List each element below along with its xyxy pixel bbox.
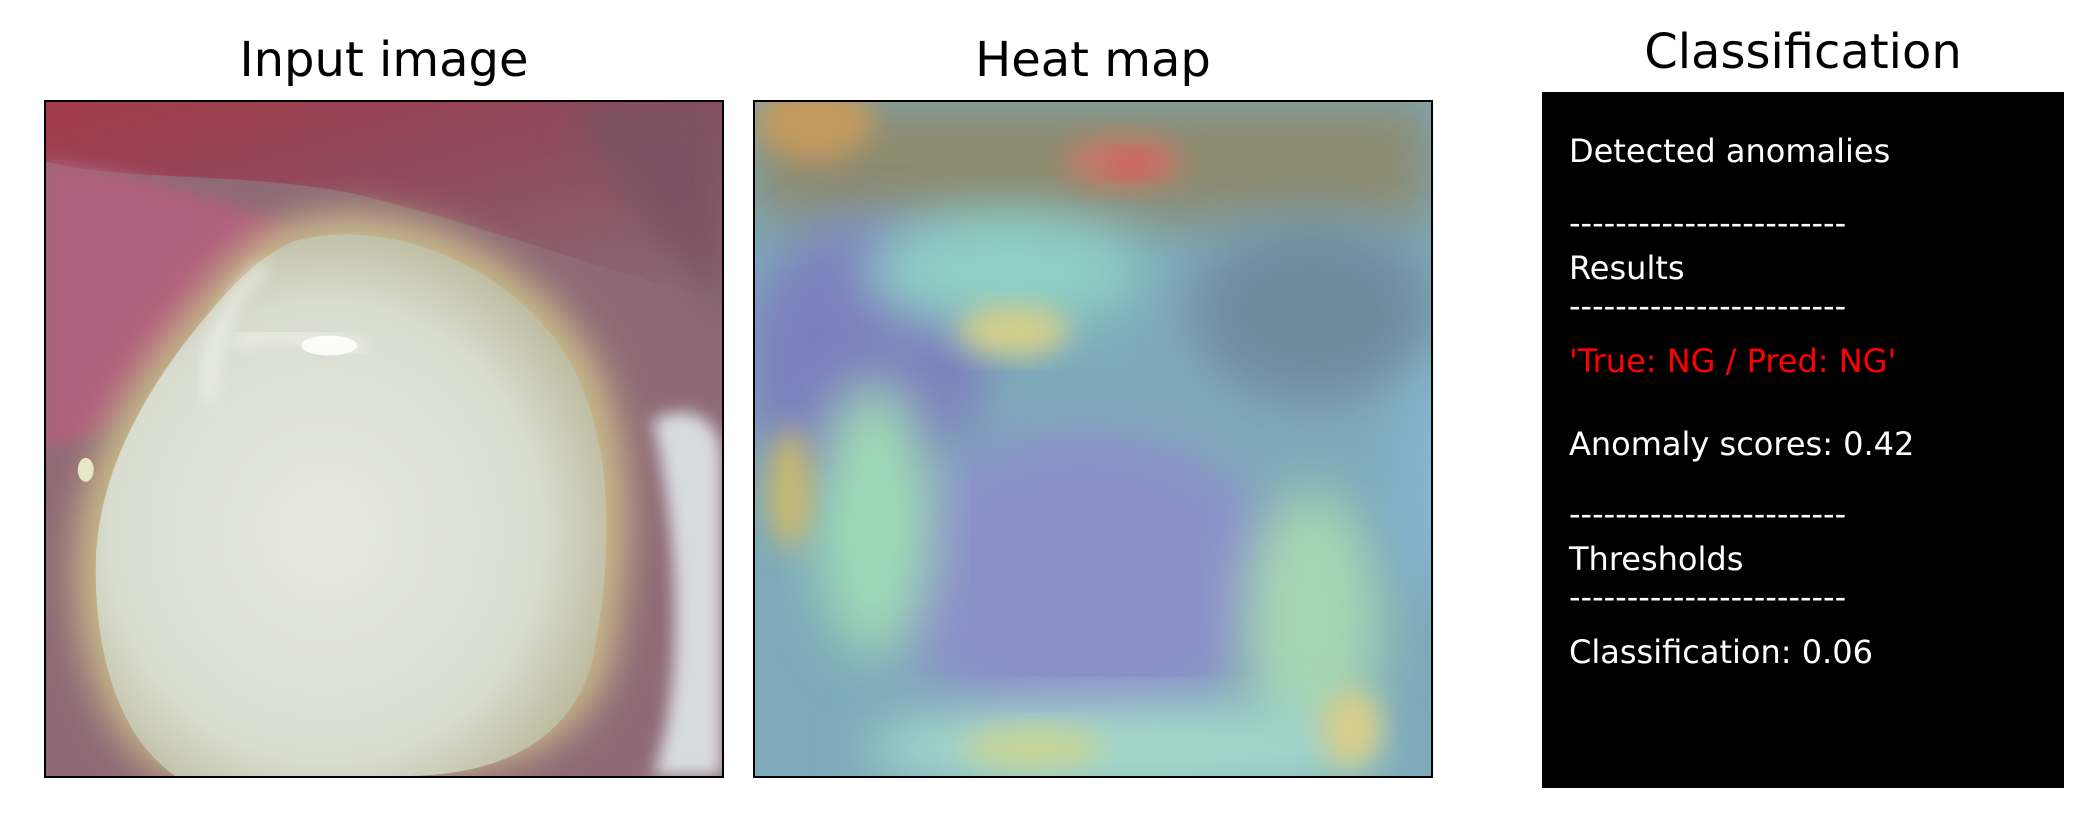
thresholds-header: Thresholds — [1569, 540, 1744, 578]
results-header: Results — [1569, 249, 1685, 287]
heat-map-image — [753, 100, 1433, 778]
classification-panel: Detected anomalies ---------------------… — [1542, 92, 2064, 788]
separator: ------------------------ — [1569, 578, 1847, 616]
input-image-title: Input image — [239, 32, 529, 88]
separator: ------------------------ — [1569, 287, 1847, 325]
heat-map-title: Heat map — [975, 32, 1211, 88]
classification-threshold: Classification: 0.06 — [1569, 633, 1873, 671]
separator: ------------------------ — [1569, 495, 1847, 533]
anomaly-score: Anomaly scores: 0.42 — [1569, 425, 1915, 463]
classification-title: Classification — [1644, 24, 1962, 80]
separator: ------------------------ — [1569, 204, 1847, 242]
input-image — [44, 100, 724, 778]
detected-anomalies-label: Detected anomalies — [1569, 132, 1891, 170]
prediction-verdict: 'True: NG / Pred: NG' — [1569, 342, 1897, 380]
